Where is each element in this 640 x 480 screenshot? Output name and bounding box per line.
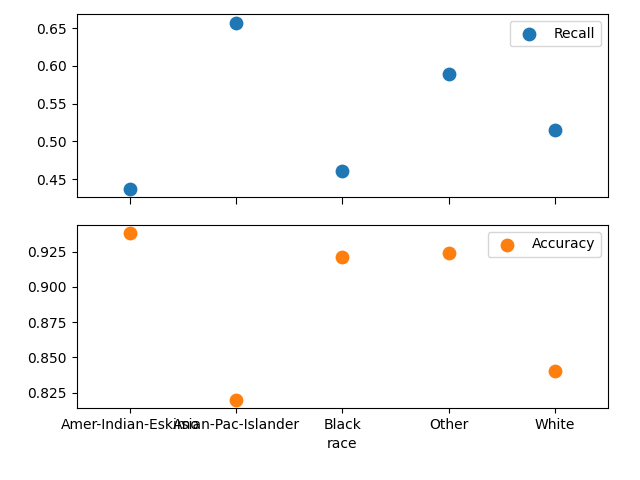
Recall (337, 167, 348, 175)
Legend: Accuracy: Accuracy (488, 232, 601, 257)
Accuracy (444, 249, 454, 257)
X-axis label: race: race (327, 437, 358, 451)
Accuracy (337, 253, 348, 261)
Recall (231, 19, 241, 26)
Accuracy (550, 368, 560, 375)
Recall (444, 71, 454, 78)
Accuracy (125, 229, 135, 237)
Accuracy (231, 396, 241, 404)
Recall (125, 185, 135, 193)
Legend: Recall: Recall (509, 21, 601, 47)
Recall (550, 126, 560, 134)
